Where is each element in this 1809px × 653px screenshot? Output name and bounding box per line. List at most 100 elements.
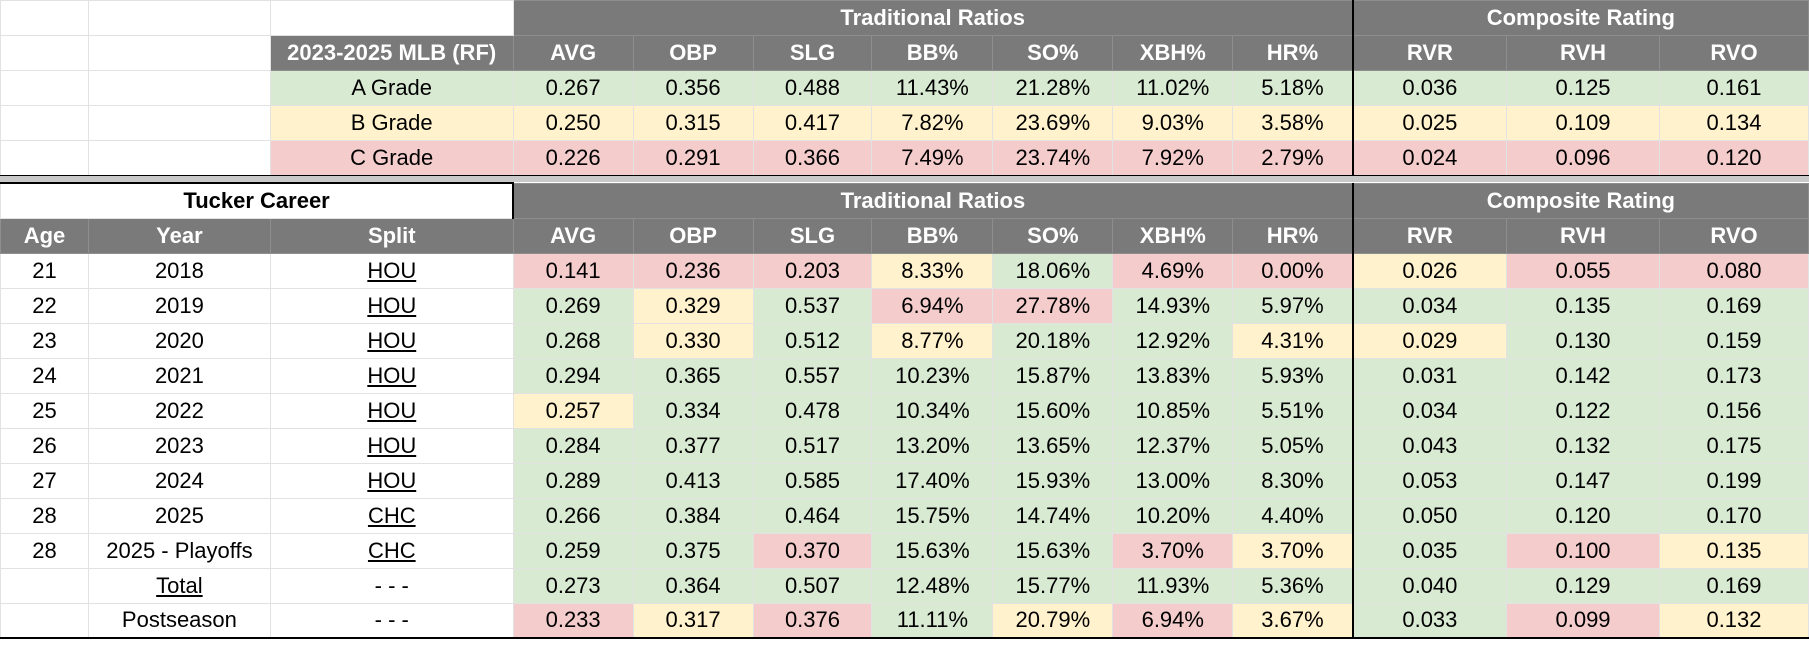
age-cell: [0, 567, 89, 604]
stat-value-avg: 0.233: [512, 602, 634, 639]
stat-value-hr-pct: 3.70%: [1232, 532, 1354, 569]
grade-value-rvr: 0.024: [1352, 140, 1508, 177]
split-cell-link[interactable]: HOU: [367, 467, 417, 493]
column-header-obp: OBP: [632, 35, 754, 71]
split-cell-link[interactable]: HOU: [367, 257, 417, 283]
split-cell: - - -: [269, 602, 514, 639]
stat-value-obp: 0.334: [632, 392, 754, 429]
grade-value-xbh-pct: 11.02%: [1112, 70, 1234, 106]
stat-value-hr-pct: 3.67%: [1232, 602, 1354, 639]
grade-value-slg: 0.417: [752, 105, 873, 141]
stat-value-rvo: 0.135: [1658, 532, 1809, 569]
career-row: 24 2021 HOU 0.294 0.365 0.557 10.23% 15.87% 13.8…: [0, 357, 1809, 394]
stat-value-xbh-pct: 4.69%: [1112, 252, 1234, 289]
grades-column-header-row: 2023-2025 MLB (RF) AVG OBP SLG BB% SO% XBH% HR%…: [0, 35, 1809, 71]
split-cell: HOU: [269, 322, 514, 359]
grade-value-obp: 0.291: [632, 140, 754, 177]
stat-value-rvh: 0.055: [1506, 252, 1660, 289]
stat-value-hr-pct: 0.00%: [1232, 252, 1354, 289]
column-header-obp: OBP: [632, 217, 754, 254]
age-cell: 25: [0, 392, 89, 429]
stat-value-slg: 0.537: [752, 287, 873, 324]
stat-value-avg: 0.266: [512, 497, 634, 534]
split-cell-link[interactable]: HOU: [367, 292, 417, 318]
stat-value-avg: 0.268: [512, 322, 634, 359]
blank-cell: [269, 0, 514, 36]
grade-value-rvh: 0.096: [1506, 140, 1660, 177]
grade-value-slg: 0.488: [752, 70, 873, 106]
split-cell: CHC: [269, 497, 514, 534]
stat-value-avg: 0.294: [512, 357, 634, 394]
stat-value-rvo: 0.175: [1658, 427, 1809, 464]
grade-value-bb-pct: 11.43%: [871, 70, 994, 106]
stat-value-rvr: 0.034: [1352, 392, 1508, 429]
stat-value-xbh-pct: 3.70%: [1112, 532, 1234, 569]
split-cell-link[interactable]: CHC: [367, 537, 416, 563]
year-cell: 2018: [87, 252, 271, 289]
stat-value-slg: 0.370: [752, 532, 873, 569]
stat-value-so-pct: 15.93%: [992, 462, 1114, 499]
split-cell-link[interactable]: HOU: [367, 327, 417, 353]
split-cell-link[interactable]: HOU: [367, 362, 417, 388]
stat-value-hr-pct: 5.36%: [1232, 567, 1354, 604]
grade-value-rvh: 0.109: [1506, 105, 1660, 141]
stat-value-slg: 0.557: [752, 357, 873, 394]
stat-value-slg: 0.464: [752, 497, 873, 534]
stat-value-slg: 0.512: [752, 322, 873, 359]
group-header-traditional: Traditional Ratios: [512, 182, 1354, 219]
year-cell-link[interactable]: Total: [156, 572, 203, 598]
stat-value-xbh-pct: 12.37%: [1112, 427, 1234, 464]
grade-value-avg: 0.250: [512, 105, 634, 141]
stat-value-so-pct: 27.78%: [992, 287, 1114, 324]
column-header-slg: SLG: [752, 217, 873, 254]
grade-row: A Grade 0.267 0.356 0.488 11.43% 21.28% 11.02%…: [0, 70, 1809, 106]
stat-value-avg: 0.257: [512, 392, 634, 429]
stat-value-bb-pct: 11.11%: [871, 602, 994, 639]
column-header-avg: AVG: [512, 35, 634, 71]
stat-value-rvh: 0.100: [1506, 532, 1660, 569]
column-header-age: Age: [0, 217, 89, 254]
column-header-avg: AVG: [512, 217, 634, 254]
stat-value-rvr: 0.031: [1352, 357, 1508, 394]
career-row: 28 2025 - Playoffs CHC 0.259 0.375 0.370 15.63…: [0, 532, 1809, 569]
grade-value-so-pct: 23.69%: [992, 105, 1114, 141]
stat-value-hr-pct: 8.30%: [1232, 462, 1354, 499]
stat-value-rvo: 0.156: [1658, 392, 1809, 429]
grade-value-obp: 0.356: [632, 70, 754, 106]
career-row: Total - - -0.273 0.364 0.507 12.48% 15.77% 11.…: [0, 567, 1809, 604]
age-cell: 21: [0, 252, 89, 289]
split-cell-link[interactable]: HOU: [367, 397, 417, 423]
stat-value-so-pct: 18.06%: [992, 252, 1114, 289]
split-cell-link[interactable]: HOU: [367, 432, 417, 458]
stat-value-obp: 0.384: [632, 497, 754, 534]
column-header-rvo: RVO: [1658, 35, 1809, 71]
grade-value-so-pct: 23.74%: [992, 140, 1114, 177]
column-header-split: Split: [269, 217, 514, 254]
career-title: Tucker Career: [0, 182, 515, 219]
career-table: Tucker Career Traditional Ratios Composite…: [0, 182, 1809, 639]
stat-value-rvh: 0.132: [1506, 427, 1660, 464]
stat-value-xbh-pct: 11.93%: [1112, 567, 1234, 604]
grade-value-rvo: 0.120: [1658, 140, 1809, 177]
stat-value-bb-pct: 8.77%: [871, 322, 994, 359]
stat-value-xbh-pct: 12.92%: [1112, 322, 1234, 359]
column-header-so-pct: SO%: [992, 217, 1114, 254]
split-cell: CHC: [269, 532, 514, 569]
column-header-year: Year: [87, 217, 271, 254]
stat-value-slg: 0.376: [752, 602, 873, 639]
stat-value-rvh: 0.135: [1506, 287, 1660, 324]
age-cell: [0, 602, 89, 639]
blank-cell: [87, 70, 271, 106]
stat-value-rvr: 0.043: [1352, 427, 1508, 464]
grade-value-obp: 0.315: [632, 105, 754, 141]
split-cell-link[interactable]: CHC: [367, 502, 416, 528]
blank-cell: [0, 140, 89, 177]
split-cell: HOU: [269, 287, 514, 324]
column-header-slg: SLG: [752, 35, 873, 71]
stat-value-rvr: 0.034: [1352, 287, 1508, 324]
stat-value-rvh: 0.142: [1506, 357, 1660, 394]
group-header-traditional: Traditional Ratios: [512, 0, 1354, 36]
stat-value-rvo: 0.169: [1658, 287, 1809, 324]
stat-value-rvo: 0.169: [1658, 567, 1809, 604]
stat-value-so-pct: 14.74%: [992, 497, 1114, 534]
